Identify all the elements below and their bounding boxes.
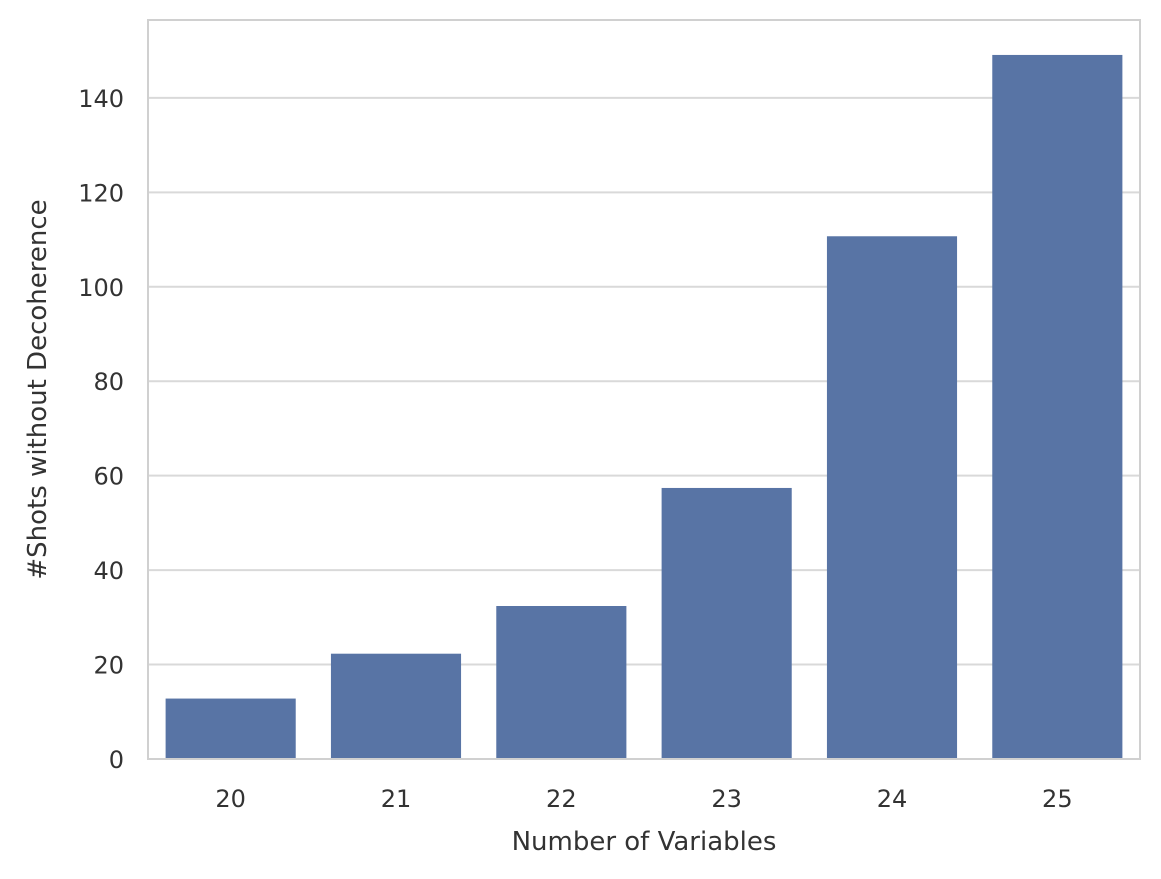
y-tick-label: 120 — [78, 179, 124, 207]
x-tick-label: 21 — [381, 785, 412, 813]
y-axis-label: #Shots without Decoherence — [23, 199, 53, 579]
y-tick-label: 100 — [78, 274, 124, 302]
x-tick-labels: 20 21 22 23 24 25 — [215, 785, 1072, 813]
y-tick-label: 140 — [78, 85, 124, 113]
y-tick-label: 40 — [93, 557, 124, 585]
bar-24 — [826, 236, 958, 759]
bars — [165, 54, 1123, 760]
x-axis-label: Number of Variables — [512, 827, 777, 857]
x-tick-label: 22 — [546, 785, 577, 813]
y-tick-label: 20 — [93, 652, 124, 680]
y-tick-label: 60 — [93, 463, 124, 491]
x-tick-label: 25 — [1042, 785, 1073, 813]
bar-22 — [496, 606, 627, 759]
bar-20 — [165, 698, 296, 759]
bar-25 — [992, 54, 1123, 760]
x-tick-label: 23 — [711, 785, 742, 813]
x-tick-label: 20 — [215, 785, 246, 813]
plot-frame — [147, 19, 1141, 760]
y-tick-label: 80 — [93, 368, 124, 396]
bar-21 — [330, 653, 462, 759]
y-tick-labels: 0 20 40 60 80 100 120 140 — [78, 85, 124, 774]
y-tick-label: 0 — [109, 746, 124, 774]
bar-23 — [661, 487, 792, 759]
gridlines — [148, 96, 1140, 760]
x-tick-label: 24 — [877, 785, 908, 813]
